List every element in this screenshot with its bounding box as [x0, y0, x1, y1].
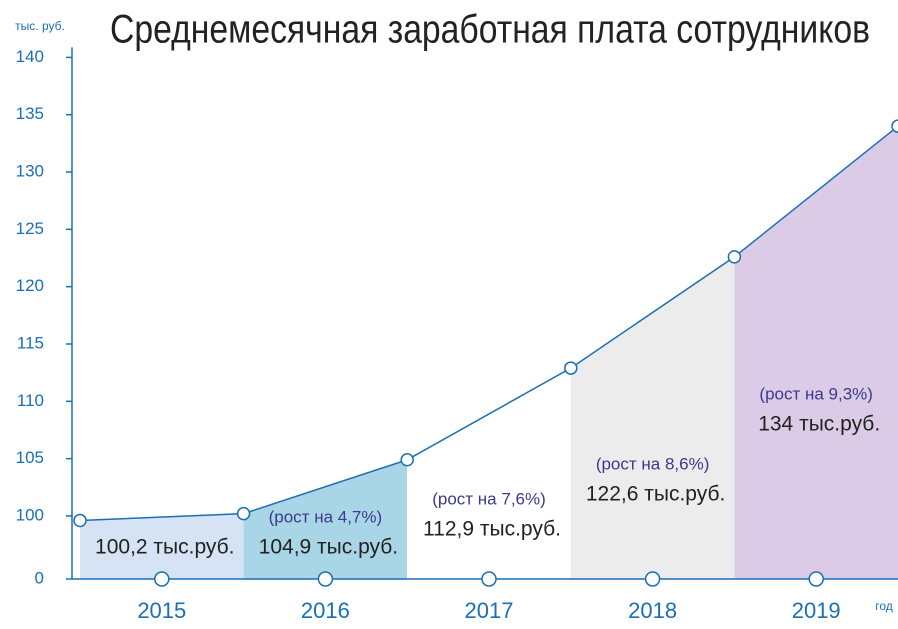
x-tick-label: 2017: [465, 598, 514, 623]
y-tick-label: 125: [16, 219, 44, 238]
year-marker: [644, 571, 661, 587]
y-unit: тыс. руб.: [15, 19, 65, 33]
growth-label: (рост на 7,6%): [432, 489, 546, 508]
growth-label: (рост на 9,3%): [759, 384, 873, 403]
year-marker: [481, 571, 497, 587]
value-label: 122,6 тыс.руб.: [586, 483, 725, 506]
x-tick-label: 2015: [137, 598, 186, 623]
area-segment: [80, 513, 244, 579]
x-tick-label: 2016: [301, 598, 350, 623]
point: [564, 361, 578, 375]
y-tick-label: 100: [16, 505, 44, 524]
line: [79, 125, 898, 522]
x-unit: год: [875, 599, 893, 613]
point: [891, 119, 898, 133]
area-segment: [734, 126, 898, 579]
y-tick-label: 115: [17, 333, 44, 352]
y-tick-label: 105: [16, 448, 44, 467]
y-tick-label: 140: [16, 47, 44, 66]
area-segment: [407, 368, 571, 579]
growth-label: (рост на 4,7%): [269, 507, 383, 526]
point: [727, 250, 742, 264]
point: [400, 453, 414, 467]
point: [236, 506, 251, 521]
area-segment: [243, 459, 408, 579]
value-label: 104,9 тыс.руб.: [259, 536, 398, 559]
y-tick-label: 135: [16, 104, 44, 123]
value-label: 100,2 тыс.руб.: [95, 536, 234, 559]
y-tick-label: 130: [16, 162, 44, 181]
y-tick-label: 120: [16, 276, 44, 295]
year-marker: [154, 571, 170, 587]
x-tick-label: 2018: [628, 598, 677, 623]
year-marker: [317, 571, 334, 587]
value-label: 134 тыс.руб.: [758, 413, 880, 436]
growth-label: (рост на 8,6%): [596, 454, 710, 473]
area-segment: [570, 256, 735, 579]
point: [73, 513, 87, 528]
y-tick-label: 110: [17, 391, 44, 410]
value-label: 112,9 тыс.руб.: [423, 518, 561, 541]
y-tick-label: 0: [35, 568, 44, 587]
x-tick-label: 2019: [792, 598, 841, 623]
year-marker: [808, 571, 824, 587]
chart-title: Среднемесячная заработная плата сотрудни…: [110, 8, 870, 52]
